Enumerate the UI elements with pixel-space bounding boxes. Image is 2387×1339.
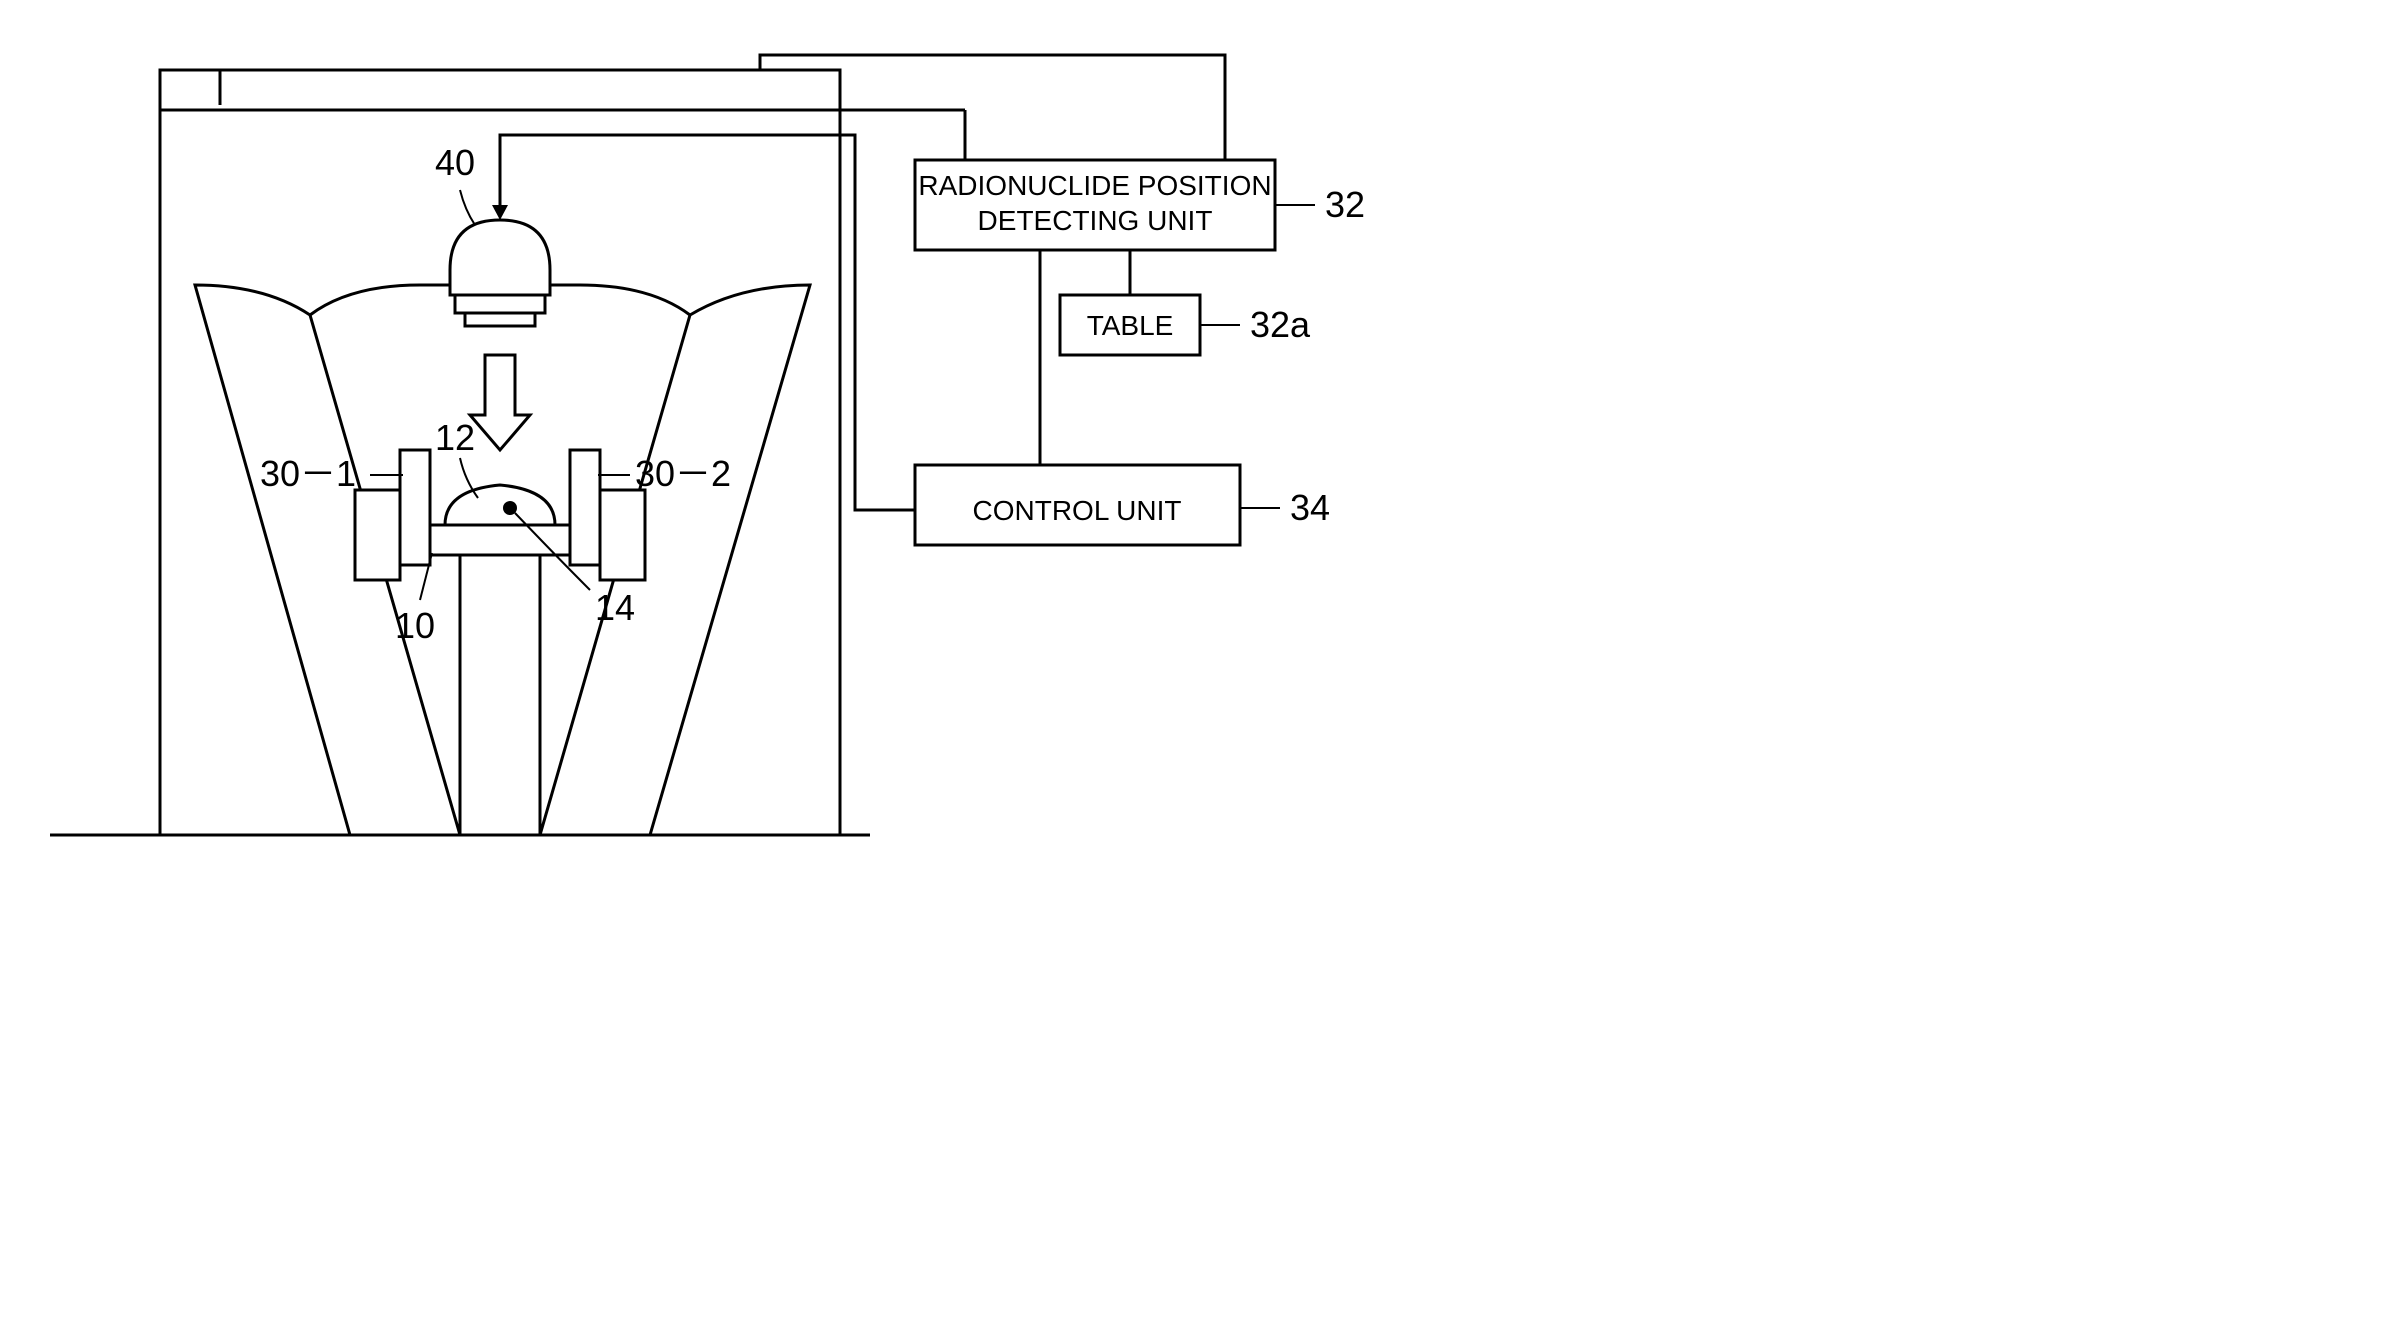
table-support [415,525,585,555]
wire-frame-to-32 [150,55,760,110]
patient-body [445,485,555,525]
label-32: 32 [1325,184,1365,225]
target-marker [503,501,517,515]
label-40: 40 [435,142,475,183]
wire-a [135,105,160,110]
label-30-2: 30－2 [635,453,731,494]
source-collimator-2 [465,313,535,326]
control-unit-text: CONTROL UNIT [973,495,1182,526]
label-34: 34 [1290,487,1330,528]
label-14: 14 [595,587,635,628]
center-column [460,555,540,835]
beam-arrow-icon [470,355,530,450]
detector-left-large [355,490,400,580]
label-10: 10 [395,605,435,646]
source-head [450,220,550,295]
leader-40 [460,190,475,225]
radionuclide-unit-text-2: DETECTING UNIT [978,205,1213,236]
radionuclide-unit-text-1: RADIONUCLIDE POSITION [918,170,1271,201]
wire-frame-to-32-path2 [240,70,965,110]
source-collimator-1 [455,295,545,313]
arrowhead-into-40 [492,205,508,220]
label-32a: 32a [1250,304,1311,345]
table-text: TABLE [1087,310,1174,341]
detector-right-large [600,490,645,580]
label-30-1: 30－1 [260,453,356,494]
detector-left-small [400,450,430,565]
system-diagram: 40 30－1 30－2 12 10 14 RADIONUCLIDE POSIT… [20,20,1520,870]
label-12: 12 [435,417,475,458]
detector-right-small [570,450,600,565]
